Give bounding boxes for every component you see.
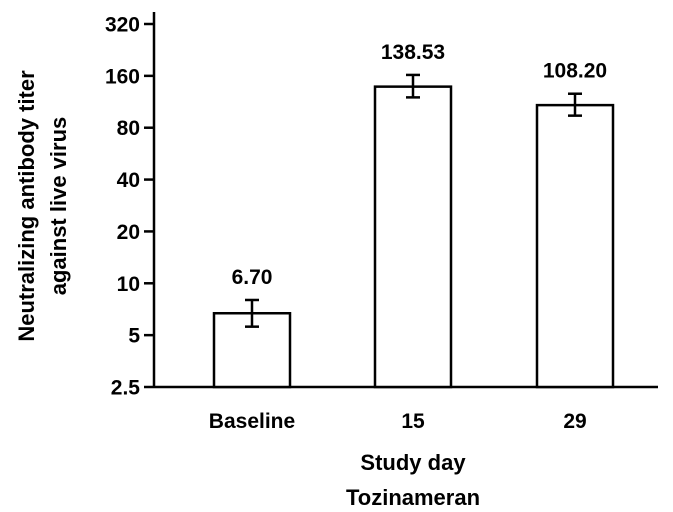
y-tick-label: 320 bbox=[105, 14, 140, 37]
x-axis-subtitle: Tozinameran bbox=[346, 485, 480, 510]
x-axis-title: Study day bbox=[360, 450, 466, 475]
x-tick-label: 29 bbox=[563, 410, 586, 433]
data-label: 6.70 bbox=[232, 266, 273, 289]
y-axis: 2.5 5 10 20 40 80 160 320 bbox=[105, 12, 156, 400]
y-tick-label: 2.5 bbox=[111, 377, 141, 400]
y-tick-label: 160 bbox=[105, 65, 140, 88]
y-tick-label: 80 bbox=[117, 117, 140, 140]
bar bbox=[373, 85, 453, 389]
y-axis-title-line: Neutralizing antibody titer bbox=[14, 70, 39, 342]
y-tick-label: 40 bbox=[117, 169, 140, 192]
data-label: 108.20 bbox=[543, 60, 607, 83]
bar bbox=[535, 103, 615, 389]
x-tick-label: 15 bbox=[401, 410, 425, 433]
data-label: 138.53 bbox=[381, 41, 445, 64]
y-tick-label: 5 bbox=[128, 325, 140, 348]
y-tick-label: 20 bbox=[117, 221, 140, 244]
y-tick-label: 10 bbox=[117, 273, 140, 296]
x-axis: Baseline 15 29 bbox=[154, 385, 658, 433]
bars: 6.70 138.53 108.20 bbox=[212, 41, 615, 389]
y-axis-title-line: against live virus bbox=[46, 117, 71, 296]
x-tick-label: Baseline bbox=[209, 410, 295, 433]
y-axis-title: Neutralizing antibody titer against live … bbox=[14, 70, 71, 342]
